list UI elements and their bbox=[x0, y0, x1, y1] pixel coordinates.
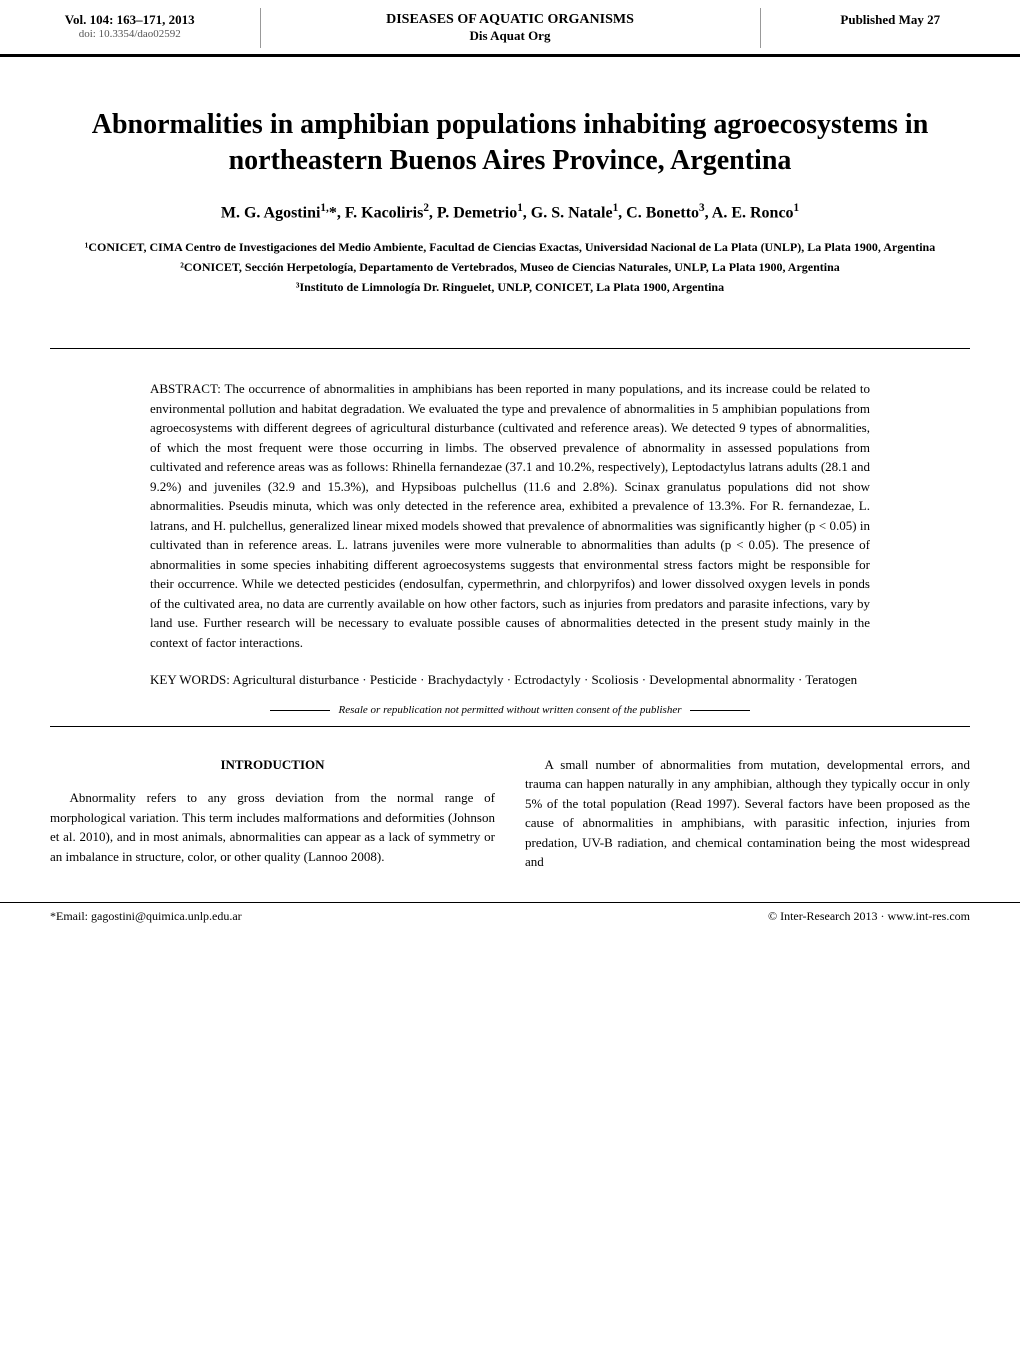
abstract-label: ABSTRACT: bbox=[150, 381, 224, 396]
keywords-text: Agricultural disturbance · Pesticide · B… bbox=[232, 672, 857, 687]
affiliation-2: ²CONICET, Sección Herpetología, Departam… bbox=[60, 258, 960, 276]
affiliations-block: ¹CONICET, CIMA Centro de Investigaciones… bbox=[60, 238, 960, 296]
left-column: INTRODUCTION Abnormality refers to any g… bbox=[50, 755, 495, 872]
affiliation-1: ¹CONICET, CIMA Centro de Investigaciones… bbox=[60, 238, 960, 256]
journal-abbrev-name: Dis Aquat Org bbox=[271, 28, 750, 44]
header-journal-cell: DISEASES OF AQUATIC ORGANISMS Dis Aquat … bbox=[261, 8, 761, 48]
introduction-heading: INTRODUCTION bbox=[50, 755, 495, 775]
doi-line: doi: 10.3354/dao02592 bbox=[10, 28, 250, 40]
authors-line: M. G. Agostini1,*, F. Kacoliris2, P. Dem… bbox=[60, 202, 960, 222]
body-columns: INTRODUCTION Abnormality refers to any g… bbox=[0, 727, 1020, 892]
affiliation-3: ³Instituto de Limnología Dr. Ringuelet, … bbox=[60, 278, 960, 296]
intro-paragraph-right: A small number of abnormalities from mut… bbox=[525, 755, 970, 872]
right-column: A small number of abnormalities from mut… bbox=[525, 755, 970, 872]
article-title: Abnormalities in amphibian populations i… bbox=[60, 107, 960, 180]
copyright-line: © Inter-Research 2013 · www.int-res.com bbox=[768, 909, 970, 924]
abstract-section: ABSTRACT: The occurrence of abnormalitie… bbox=[50, 348, 970, 727]
keywords-label: KEY WORDS: bbox=[150, 672, 232, 687]
abstract-paragraph: ABSTRACT: The occurrence of abnormalitie… bbox=[150, 379, 870, 652]
resale-notice: Resale or republication not permitted wi… bbox=[150, 704, 870, 726]
journal-full-name: DISEASES OF AQUATIC ORGANISMS bbox=[271, 12, 750, 28]
header-volume-cell: Vol. 104: 163–171, 2013 doi: 10.3354/dao… bbox=[0, 8, 261, 48]
page-header: Vol. 104: 163–171, 2013 doi: 10.3354/dao… bbox=[0, 0, 1020, 57]
title-section: Abnormalities in amphibian populations i… bbox=[0, 57, 1020, 328]
published-date: Published May 27 bbox=[771, 12, 1011, 28]
intro-paragraph-left: Abnormality refers to any gross deviatio… bbox=[50, 788, 495, 866]
volume-line: Vol. 104: 163–171, 2013 bbox=[10, 12, 250, 28]
corresponding-email: *Email: gagostini@quimica.unlp.edu.ar bbox=[50, 909, 242, 924]
keywords-paragraph: KEY WORDS: Agricultural disturbance · Pe… bbox=[150, 670, 870, 690]
header-published-cell: Published May 27 bbox=[761, 8, 1020, 48]
abstract-text: The occurrence of abnormalities in amphi… bbox=[150, 381, 870, 650]
page-footer: *Email: gagostini@quimica.unlp.edu.ar © … bbox=[0, 902, 1020, 924]
